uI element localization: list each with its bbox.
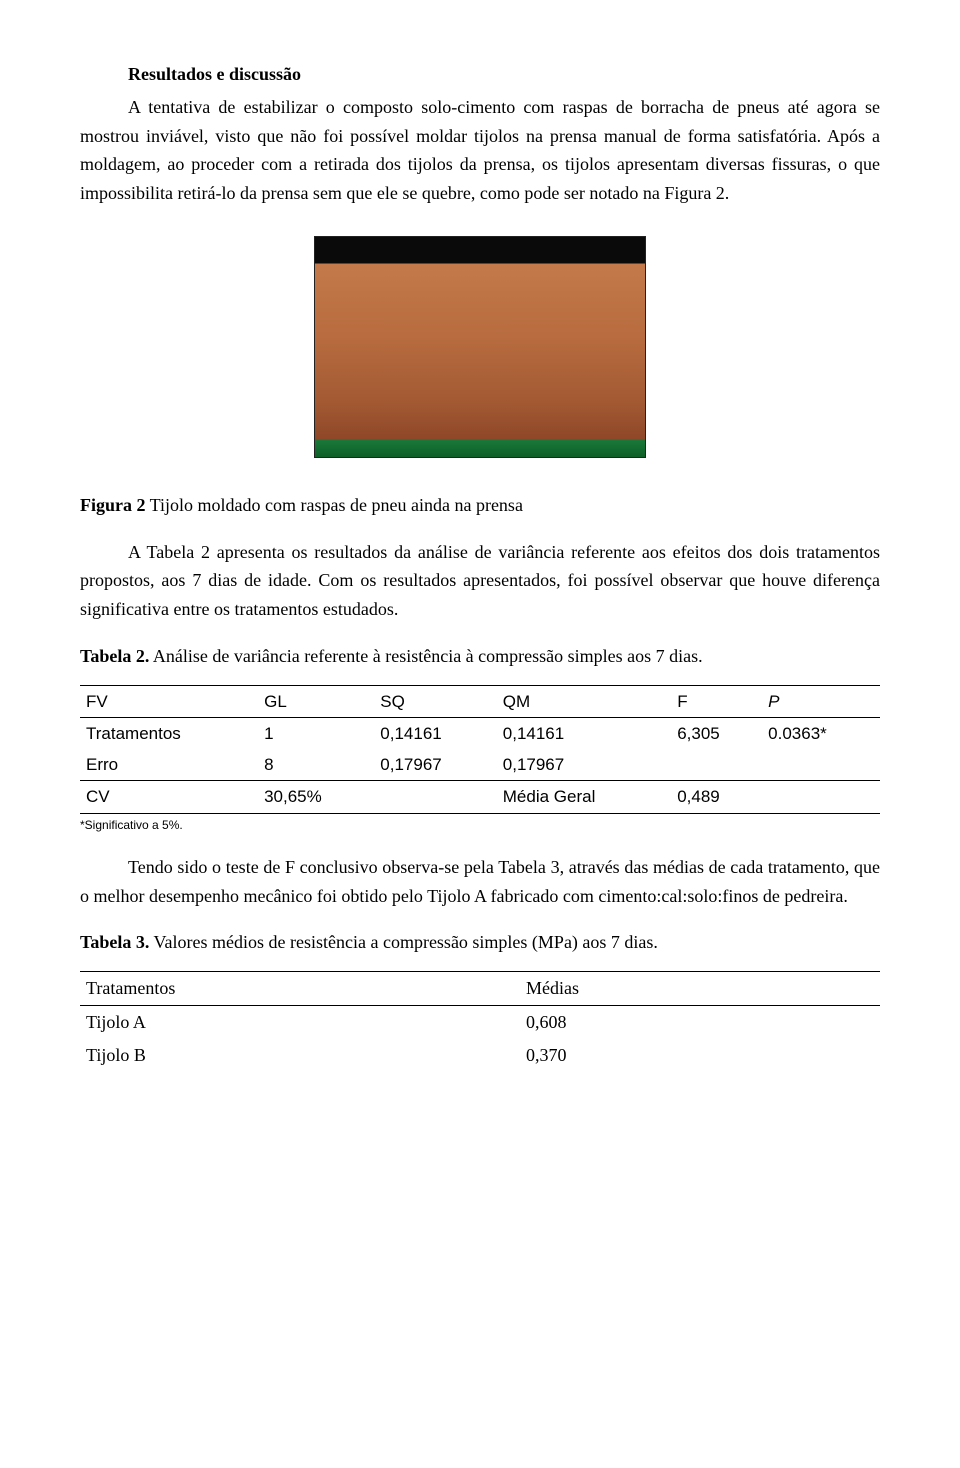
cell (374, 781, 496, 813)
table-2-col-f: F (671, 685, 762, 717)
cell: Tratamentos (80, 717, 258, 749)
cell: 0,14161 (497, 717, 671, 749)
figure-2-wrap (80, 236, 880, 467)
cell (762, 781, 880, 813)
section-heading: Resultados e discussão (80, 60, 880, 89)
cell: 0,608 (520, 1005, 880, 1038)
table-2-col-gl: GL (258, 685, 374, 717)
table-3-title: Valores médios de resistência a compress… (149, 932, 658, 952)
figure-2-image (314, 236, 646, 458)
table-3-label: Tabela 3. (80, 932, 149, 952)
cell: 0.0363* (762, 717, 880, 749)
cell: 6,305 (671, 717, 762, 749)
table-3-col-medias: Médias (520, 972, 880, 1006)
table-2-col-p: P (762, 685, 880, 717)
table-2-footnote: *Significativo a 5%. (80, 816, 880, 835)
table-3: Tratamentos Médias Tijolo A 0,608 Tijolo… (80, 971, 880, 1071)
table-row: Tratamentos 1 0,14161 0,14161 6,305 0.03… (80, 717, 880, 749)
paragraph-2: A Tabela 2 apresenta os resultados da an… (80, 538, 880, 624)
paragraph-3: Tendo sido o teste de F conclusivo obser… (80, 853, 880, 911)
table-row: Erro 8 0,17967 0,17967 (80, 749, 880, 781)
cell: CV (80, 781, 258, 813)
cell: Média Geral (497, 781, 671, 813)
figure-2-caption: Figura 2 Tijolo moldado com raspas de pn… (80, 491, 880, 520)
table-2-title: Análise de variância referente à resistê… (149, 646, 702, 666)
cell: 0,489 (671, 781, 762, 813)
table-2-label: Tabela 2. (80, 646, 149, 666)
cell (671, 749, 762, 781)
cell: Erro (80, 749, 258, 781)
figure-2-text: Tijolo moldado com raspas de pneu ainda … (146, 495, 523, 515)
cell: 30,65% (258, 781, 374, 813)
table-2: FV GL SQ QM F P Tratamentos 1 0,14161 0,… (80, 685, 880, 814)
cell: 0,17967 (497, 749, 671, 781)
table-3-caption: Tabela 3. Valores médios de resistência … (80, 928, 880, 957)
table-2-header-row: FV GL SQ QM F P (80, 685, 880, 717)
cell: 1 (258, 717, 374, 749)
table-row: Tijolo A 0,608 (80, 1005, 880, 1038)
table-3-header-row: Tratamentos Médias (80, 972, 880, 1006)
table-2-col-fv: FV (80, 685, 258, 717)
cell: 0,17967 (374, 749, 496, 781)
cell: 8 (258, 749, 374, 781)
paragraph-1: A tentativa de estabilizar o composto so… (80, 93, 880, 208)
table-2-caption: Tabela 2. Análise de variância referente… (80, 642, 880, 671)
cell: 0,14161 (374, 717, 496, 749)
table-row: Tijolo B 0,370 (80, 1039, 880, 1072)
table-2-col-sq: SQ (374, 685, 496, 717)
cell: Tijolo A (80, 1005, 520, 1038)
table-2-cv-row: CV 30,65% Média Geral 0,489 (80, 781, 880, 813)
table-3-col-trat: Tratamentos (80, 972, 520, 1006)
cell: Tijolo B (80, 1039, 520, 1072)
cell (762, 749, 880, 781)
table-2-col-qm: QM (497, 685, 671, 717)
cell: 0,370 (520, 1039, 880, 1072)
figure-2-label: Figura 2 (80, 495, 146, 515)
